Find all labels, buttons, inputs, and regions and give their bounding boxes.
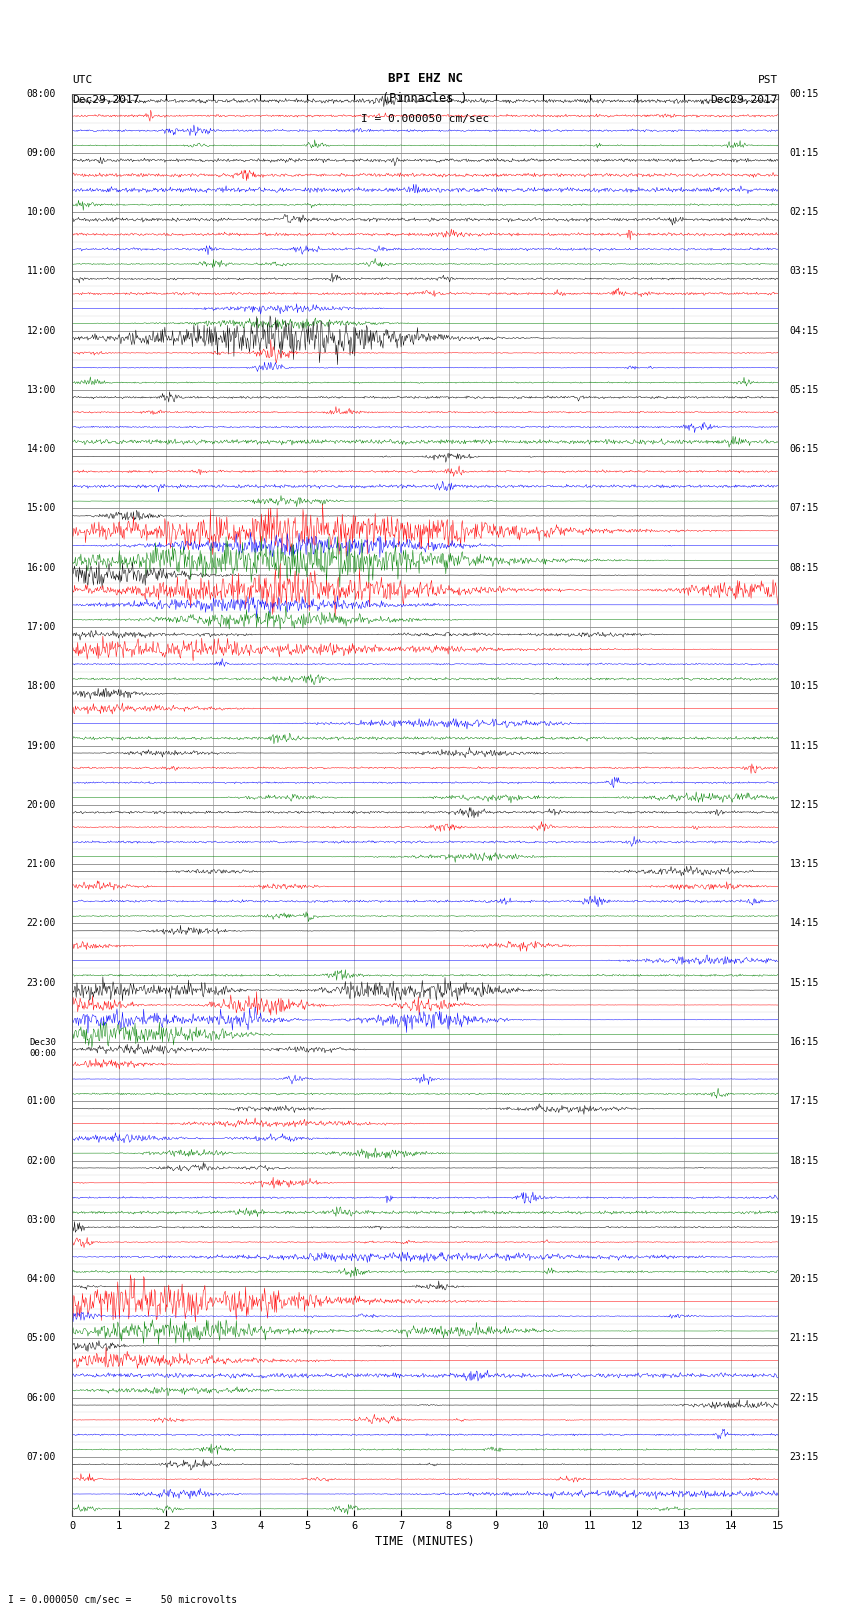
- Text: 21:00: 21:00: [26, 860, 56, 869]
- Text: 03:15: 03:15: [790, 266, 819, 276]
- Text: UTC: UTC: [72, 76, 93, 85]
- Text: 13:15: 13:15: [790, 860, 819, 869]
- Text: 12:15: 12:15: [790, 800, 819, 810]
- Text: 14:15: 14:15: [790, 918, 819, 929]
- Text: 16:15: 16:15: [790, 1037, 819, 1047]
- Text: 01:15: 01:15: [790, 148, 819, 158]
- Text: 19:15: 19:15: [790, 1215, 819, 1224]
- Text: 18:00: 18:00: [26, 681, 56, 692]
- Text: 06:15: 06:15: [790, 444, 819, 455]
- Text: 04:15: 04:15: [790, 326, 819, 336]
- Text: 07:15: 07:15: [790, 503, 819, 513]
- Text: 04:00: 04:00: [26, 1274, 56, 1284]
- Text: 18:15: 18:15: [790, 1155, 819, 1166]
- Text: 15:15: 15:15: [790, 977, 819, 987]
- Text: 05:15: 05:15: [790, 386, 819, 395]
- Text: BPI EHZ NC: BPI EHZ NC: [388, 73, 462, 85]
- Text: 01:00: 01:00: [26, 1097, 56, 1107]
- Text: 23:00: 23:00: [26, 977, 56, 987]
- Text: 10:00: 10:00: [26, 206, 56, 218]
- Text: 19:00: 19:00: [26, 740, 56, 750]
- Text: 15:00: 15:00: [26, 503, 56, 513]
- Text: 21:15: 21:15: [790, 1334, 819, 1344]
- Text: 00:15: 00:15: [790, 89, 819, 98]
- Text: 13:00: 13:00: [26, 386, 56, 395]
- Text: 17:00: 17:00: [26, 623, 56, 632]
- Text: 08:00: 08:00: [26, 89, 56, 98]
- X-axis label: TIME (MINUTES): TIME (MINUTES): [375, 1536, 475, 1548]
- Text: (Pinnacles ): (Pinnacles ): [382, 92, 468, 105]
- Text: 11:00: 11:00: [26, 266, 56, 276]
- Text: 08:15: 08:15: [790, 563, 819, 573]
- Text: 22:00: 22:00: [26, 918, 56, 929]
- Text: 03:00: 03:00: [26, 1215, 56, 1224]
- Text: 11:15: 11:15: [790, 740, 819, 750]
- Text: PST: PST: [757, 76, 778, 85]
- Text: 02:15: 02:15: [790, 206, 819, 218]
- Text: Dec29,2017: Dec29,2017: [711, 95, 778, 105]
- Text: 09:00: 09:00: [26, 148, 56, 158]
- Text: 12:00: 12:00: [26, 326, 56, 336]
- Text: 20:00: 20:00: [26, 800, 56, 810]
- Text: 14:00: 14:00: [26, 444, 56, 455]
- Text: I = 0.000050 cm/sec: I = 0.000050 cm/sec: [361, 115, 489, 124]
- Text: 06:00: 06:00: [26, 1392, 56, 1403]
- Text: Dec30
00:00: Dec30 00:00: [29, 1039, 56, 1058]
- Text: 05:00: 05:00: [26, 1334, 56, 1344]
- Text: 10:15: 10:15: [790, 681, 819, 692]
- Text: Dec29,2017: Dec29,2017: [72, 95, 139, 105]
- Text: 20:15: 20:15: [790, 1274, 819, 1284]
- Text: 22:15: 22:15: [790, 1392, 819, 1403]
- Text: 16:00: 16:00: [26, 563, 56, 573]
- Text: 02:00: 02:00: [26, 1155, 56, 1166]
- Text: 07:00: 07:00: [26, 1452, 56, 1461]
- Text: I = 0.000050 cm/sec =     50 microvolts: I = 0.000050 cm/sec = 50 microvolts: [8, 1595, 238, 1605]
- Text: 09:15: 09:15: [790, 623, 819, 632]
- Text: 23:15: 23:15: [790, 1452, 819, 1461]
- Text: 17:15: 17:15: [790, 1097, 819, 1107]
